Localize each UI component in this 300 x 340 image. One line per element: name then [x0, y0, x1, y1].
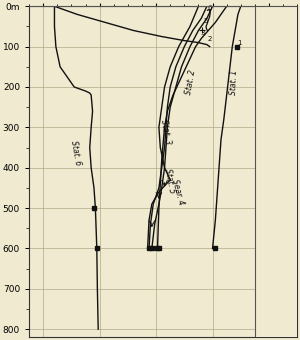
Text: 3: 3	[201, 30, 205, 36]
Text: 2: 2	[208, 36, 212, 41]
Bar	[255, 6, 300, 337]
Text: Sear. 4: Sear. 4	[170, 178, 186, 206]
Text: Stat. 5: Stat. 5	[163, 168, 176, 194]
Text: 1: 1	[237, 40, 242, 46]
Text: Stat. 3: Stat. 3	[159, 119, 172, 146]
Text: Stat. 2: Stat. 2	[184, 69, 197, 95]
Text: 5: 5	[203, 18, 208, 24]
Text: Stat. 1: Stat. 1	[230, 70, 239, 95]
Text: Stat. 6: Stat. 6	[69, 139, 82, 166]
Text: 6: 6	[208, 4, 212, 11]
